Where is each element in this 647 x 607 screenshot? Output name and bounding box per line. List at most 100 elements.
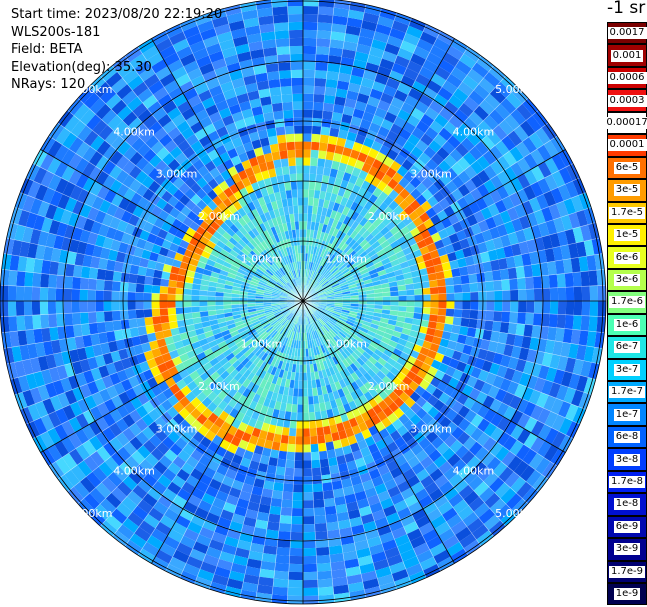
ray-bin <box>361 271 370 279</box>
ray-bin <box>335 372 343 382</box>
ray-separator <box>302 12 397 302</box>
colorbar-tick-label: 6e-5 <box>613 161 641 174</box>
ray-bin <box>320 466 331 476</box>
ray-bin <box>522 227 535 242</box>
ray-bin <box>505 92 523 109</box>
ray-separator <box>224 300 304 594</box>
ray-bin <box>514 203 527 219</box>
ray-bin <box>396 235 407 246</box>
ray-bin <box>236 539 252 551</box>
ray-bin <box>551 431 566 449</box>
ray-bin <box>373 308 383 314</box>
ray-bin <box>226 443 239 454</box>
ray-bin <box>413 542 430 556</box>
ray-bin <box>349 1 366 13</box>
ray-bin <box>259 370 267 380</box>
ray-separator <box>302 46 469 302</box>
ray-bin <box>482 150 497 166</box>
ray-bin <box>371 240 381 250</box>
ray-bin <box>255 470 267 481</box>
ray-bin <box>363 137 375 149</box>
ray-bin <box>274 425 284 435</box>
ray-bin <box>272 408 280 418</box>
ray-bin <box>544 411 558 428</box>
ray-bin <box>345 247 354 256</box>
ray-bin <box>297 388 303 397</box>
ray-bin <box>523 432 538 449</box>
ray-bin <box>419 274 430 283</box>
ray-bin <box>259 568 275 579</box>
ray-bin <box>589 301 599 317</box>
ray-bin <box>244 424 255 435</box>
ray-bin <box>263 363 271 373</box>
ray-bin <box>323 497 336 508</box>
ray-bin <box>277 360 284 370</box>
ray-bin <box>291 323 296 332</box>
ray-bin <box>328 330 336 339</box>
ray-bin <box>369 88 384 101</box>
colorbar-cell: 1e-8 <box>607 493 647 516</box>
ray-bin <box>533 288 543 301</box>
ray-bin <box>333 177 343 188</box>
ray-bin <box>436 146 450 161</box>
ray-bin <box>441 141 456 155</box>
ray-bin <box>326 304 335 308</box>
ray-bin <box>402 375 413 387</box>
ray-bin <box>502 290 511 301</box>
ray-bin <box>333 324 342 332</box>
ray-bin <box>268 78 281 89</box>
ray-bin <box>418 152 432 165</box>
ray-bin <box>422 294 431 301</box>
ray-separator <box>302 24 427 302</box>
ray-bin <box>362 69 377 82</box>
ray-bin <box>88 278 97 291</box>
ray-bin <box>358 394 369 405</box>
ray-bin <box>403 386 415 398</box>
ray-bin <box>472 253 483 265</box>
ray-bin <box>461 309 471 319</box>
ray-bin <box>464 335 475 347</box>
ray-bin <box>342 376 351 387</box>
ray-bin <box>312 271 318 280</box>
ray-bin <box>249 542 265 554</box>
ray-bin <box>591 347 603 364</box>
ray-bin <box>377 235 387 245</box>
ray-bin <box>16 315 26 332</box>
ray-bin <box>429 307 439 316</box>
ray-bin <box>576 209 588 227</box>
ray-bin <box>324 159 333 169</box>
ray-bin <box>311 133 321 143</box>
ray-bin <box>270 339 277 348</box>
ray-bin <box>525 312 534 326</box>
ray-bin <box>537 177 551 194</box>
ray-bin <box>334 145 345 155</box>
ray-bin <box>303 77 315 87</box>
ray-bin <box>314 263 320 272</box>
ray-bin <box>356 547 372 559</box>
ray-bin <box>548 382 561 399</box>
ray-bin <box>371 39 387 51</box>
ray-bin <box>317 22 333 32</box>
ray-bin <box>597 285 606 301</box>
ray-bin <box>426 265 436 275</box>
ray-bin <box>515 266 526 279</box>
ray-bin <box>333 592 351 603</box>
ray-bin <box>321 268 329 277</box>
ray-bin <box>570 389 584 407</box>
ray-bin <box>289 547 303 557</box>
ray-bin <box>347 280 357 287</box>
ray-bin <box>325 359 333 368</box>
ray-bin <box>410 481 425 495</box>
ray-bin <box>377 464 390 476</box>
ray-bin <box>433 263 444 273</box>
ray-bin <box>407 133 421 147</box>
ray-bin <box>393 116 407 129</box>
ray-bin <box>313 338 318 348</box>
ray-bin <box>588 316 598 332</box>
ray-bin <box>310 443 319 453</box>
ray-bin <box>359 217 369 227</box>
ray-bin <box>279 78 292 87</box>
ray-bin <box>291 404 298 413</box>
ray-bin <box>333 336 341 345</box>
ray-bin <box>308 197 314 206</box>
